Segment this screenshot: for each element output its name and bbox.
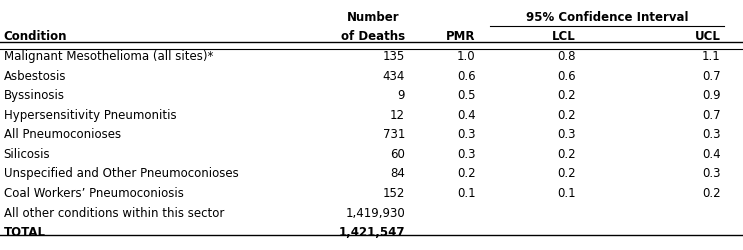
Text: 0.3: 0.3	[702, 168, 721, 180]
Text: 0.2: 0.2	[557, 148, 576, 161]
Text: 0.7: 0.7	[702, 109, 721, 122]
Text: Coal Workers’ Pneumoconiosis: Coal Workers’ Pneumoconiosis	[4, 187, 184, 200]
Text: 12: 12	[390, 109, 405, 122]
Text: 0.8: 0.8	[557, 50, 576, 63]
Text: of Deaths: of Deaths	[341, 30, 405, 44]
Text: 0.2: 0.2	[557, 109, 576, 122]
Text: LCL: LCL	[552, 30, 576, 44]
Text: Hypersensitivity Pneumonitis: Hypersensitivity Pneumonitis	[4, 109, 176, 122]
Text: 1,419,930: 1,419,930	[345, 206, 405, 220]
Text: Number: Number	[347, 11, 400, 24]
Text: PMR: PMR	[446, 30, 476, 44]
Text: 152: 152	[383, 187, 405, 200]
Text: Silicosis: Silicosis	[4, 148, 51, 161]
Text: 84: 84	[390, 168, 405, 180]
Text: 0.2: 0.2	[457, 168, 476, 180]
Text: Malignant Mesothelioma (all sites)*: Malignant Mesothelioma (all sites)*	[4, 50, 213, 63]
Text: 434: 434	[383, 70, 405, 82]
Text: TOTAL: TOTAL	[4, 226, 46, 239]
Text: 0.6: 0.6	[557, 70, 576, 82]
Text: 0.3: 0.3	[457, 128, 476, 141]
Text: 0.3: 0.3	[702, 128, 721, 141]
Text: 60: 60	[390, 148, 405, 161]
Text: 0.2: 0.2	[557, 89, 576, 102]
Text: 0.2: 0.2	[702, 187, 721, 200]
Text: Condition: Condition	[4, 30, 67, 44]
Text: 0.5: 0.5	[457, 89, 476, 102]
Text: 0.4: 0.4	[702, 148, 721, 161]
Text: 0.7: 0.7	[702, 70, 721, 82]
Text: 0.3: 0.3	[557, 128, 576, 141]
Text: 135: 135	[383, 50, 405, 63]
Text: 0.2: 0.2	[557, 168, 576, 180]
Text: 0.1: 0.1	[557, 187, 576, 200]
Text: 0.1: 0.1	[457, 187, 476, 200]
Text: Unspecified and Other Pneumoconioses: Unspecified and Other Pneumoconioses	[4, 168, 239, 180]
Text: All Pneumoconioses: All Pneumoconioses	[4, 128, 121, 141]
Text: 0.9: 0.9	[702, 89, 721, 102]
Text: 0.3: 0.3	[457, 148, 476, 161]
Text: 1.0: 1.0	[457, 50, 476, 63]
Text: 0.4: 0.4	[457, 109, 476, 122]
Text: All other conditions within this sector: All other conditions within this sector	[4, 206, 224, 220]
Text: 9: 9	[398, 89, 405, 102]
Text: 95% Confidence Interval: 95% Confidence Interval	[526, 11, 689, 24]
Text: 0.6: 0.6	[457, 70, 476, 82]
Text: Byssinosis: Byssinosis	[4, 89, 65, 102]
Text: Asbestosis: Asbestosis	[4, 70, 66, 82]
Text: 731: 731	[383, 128, 405, 141]
Text: 1,421,547: 1,421,547	[338, 226, 405, 239]
Text: UCL: UCL	[695, 30, 721, 44]
Text: 1.1: 1.1	[702, 50, 721, 63]
